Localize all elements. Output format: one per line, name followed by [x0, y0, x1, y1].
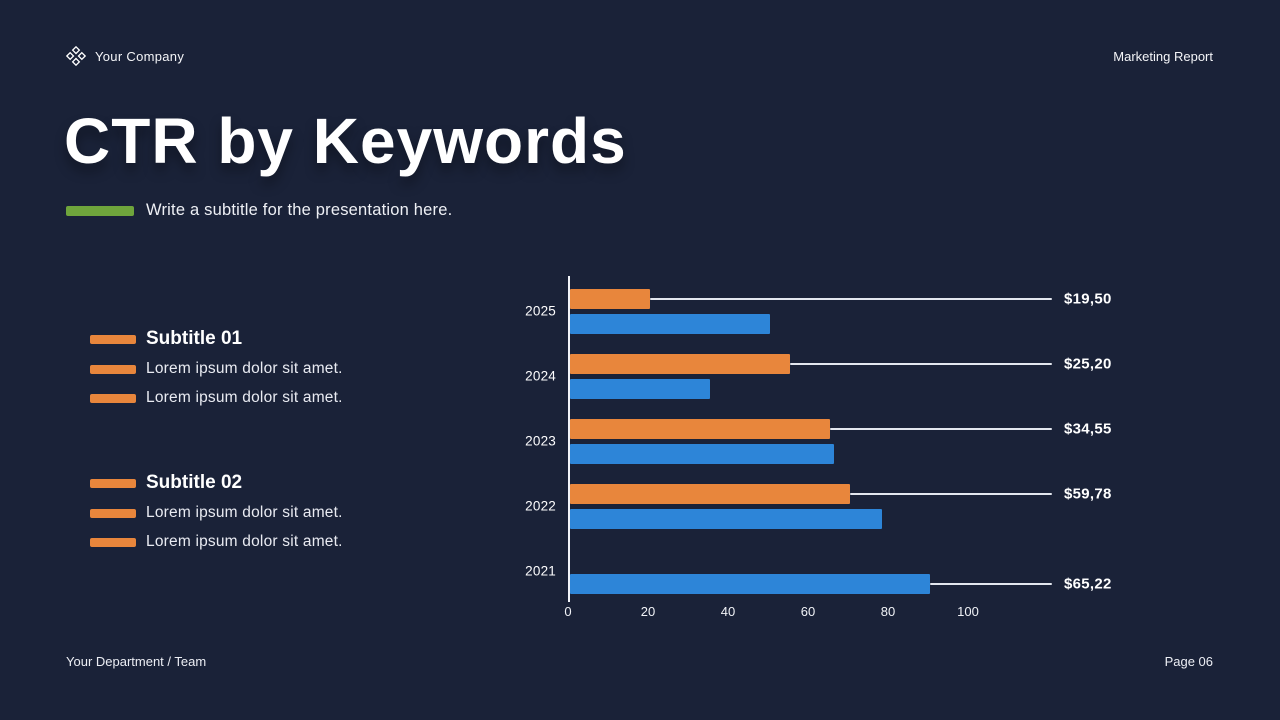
chart-category-label: 2021 — [525, 563, 556, 579]
chart-leader-line — [850, 493, 1052, 495]
chart-leader-line — [830, 428, 1052, 430]
chart-category-label: 2024 — [525, 368, 556, 384]
chart-bar-series-a — [570, 289, 650, 309]
legend-item: Lorem ipsum dolor sit amet. — [90, 532, 490, 552]
chart-axis-line — [568, 276, 570, 602]
chart-leader-line — [930, 583, 1052, 585]
company-logo-icon — [66, 46, 86, 66]
chart-tick-label: 0 — [564, 604, 572, 619]
chart-bar-series-b — [570, 509, 882, 529]
chart-leader-line — [790, 363, 1052, 365]
chart-bar-series-a — [570, 484, 850, 504]
chart-tick-label: 40 — [720, 604, 736, 619]
bullet-dash — [90, 364, 136, 374]
chart-tick-label: 100 — [957, 604, 979, 619]
bullet-dash — [90, 478, 136, 488]
bar-chart: 2025 $19,50 2024 $25,20 2023 $34,55 2022 $59,78… — [525, 276, 1228, 630]
bullet-dash — [90, 508, 136, 518]
page-title: CTR by Keywords — [64, 105, 627, 177]
bullet-dash — [90, 393, 136, 403]
header-brand: Your Company — [66, 46, 184, 66]
left-legend-panel: Subtitle 01 Lorem ipsum dolor sit amet. Lo… — [90, 328, 490, 552]
chart-tick-label: 80 — [880, 604, 896, 619]
bullet-dash — [90, 334, 136, 344]
chart-value-label: $59,78 — [1064, 485, 1112, 503]
chart-value-label: $34,55 — [1064, 420, 1112, 438]
legend-item-text: Lorem ipsum dolor sit amet. — [146, 389, 343, 406]
chart-tick-label: 60 — [800, 604, 816, 619]
chart-bar-series-b — [570, 314, 770, 334]
legend-group-header: Subtitle 01 — [90, 328, 490, 350]
subtitle-accent-bar — [66, 205, 134, 216]
legend-group-title: Subtitle 02 — [146, 472, 243, 493]
legend-item: Lorem ipsum dolor sit amet. — [90, 359, 490, 379]
chart-category-label: 2022 — [525, 498, 556, 514]
company-name: Your Company — [95, 48, 185, 64]
legend-group: Subtitle 02 Lorem ipsum dolor sit amet. Lo… — [90, 472, 490, 552]
chart-bar-series-b — [570, 574, 930, 594]
chart-bar-series-b — [570, 444, 834, 464]
bullet-dash — [90, 537, 136, 547]
legend-item: Lorem ipsum dolor sit amet. — [90, 503, 490, 523]
page-subtitle: Write a subtitle for the presentation he… — [146, 201, 453, 219]
subtitle-row: Write a subtitle for the presentation he… — [66, 201, 452, 220]
footer-department: Your Department / Team — [66, 654, 207, 669]
legend-group-header: Subtitle 02 — [90, 472, 490, 494]
legend-item-text: Lorem ipsum dolor sit amet. — [146, 504, 343, 521]
chart-category-label: 2025 — [525, 303, 556, 319]
footer-page-number: Page 06 — [1164, 654, 1213, 669]
chart-tick-label: 20 — [640, 604, 656, 619]
chart-bar-series-a — [570, 354, 790, 374]
legend-group-title: Subtitle 01 — [146, 328, 243, 349]
chart-category-label: 2023 — [525, 433, 556, 449]
chart-leader-line — [650, 298, 1052, 300]
legend-item-text: Lorem ipsum dolor sit amet. — [146, 360, 343, 377]
legend-item: Lorem ipsum dolor sit amet. — [90, 388, 490, 408]
chart-bar-series-b — [570, 379, 710, 399]
legend-item-text: Lorem ipsum dolor sit amet. — [146, 533, 343, 550]
chart-value-label: $65,22 — [1064, 575, 1112, 593]
chart-value-label: $25,20 — [1064, 355, 1112, 373]
legend-group: Subtitle 01 Lorem ipsum dolor sit amet. Lo… — [90, 328, 490, 408]
chart-bar-series-a — [570, 419, 830, 439]
report-label: Marketing Report — [1113, 49, 1213, 64]
chart-value-label: $19,50 — [1064, 290, 1112, 308]
